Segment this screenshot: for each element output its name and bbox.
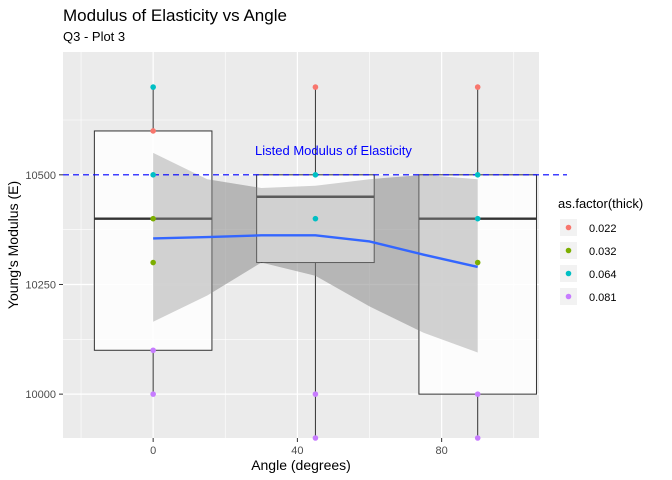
data-point [150,259,156,266]
y-axis-label: Young's Modulus (E) [5,181,21,309]
data-point [474,391,481,397]
x-tick-label: 0 [150,445,156,457]
smooth-line [153,234,478,269]
legend-key-point [565,293,572,300]
data-point [312,84,319,90]
legend-title: as.factor(thick) [558,196,643,211]
data-point [312,435,319,441]
data-point [150,84,156,90]
legend-key-point [565,224,572,231]
y-tick-label: 10500 [25,170,56,182]
data-point [312,172,319,178]
boxplot-0 [93,87,213,395]
box-body [418,174,537,395]
data-point [150,172,156,178]
legend-label: 0.032 [589,246,617,258]
data-point [150,347,156,354]
legend-key-point [565,270,572,277]
legend-label: 0.064 [589,269,617,281]
confidence-ribbon-overlay [153,152,478,353]
legend-label: 0.022 [589,223,617,235]
data-point [150,391,156,397]
data-point [150,215,156,222]
data-point [312,391,319,397]
legend-label: 0.081 [589,292,617,304]
box-body [93,130,213,351]
reference-line-label: Listed Modulus of Elasticity [255,143,412,158]
data-point [474,435,481,441]
data-point [312,215,319,222]
legend: as.factor(thick) 0.022 0.032 0.064 0.081 [558,196,643,305]
data-point [474,215,481,222]
data-point [474,84,481,90]
chart-title: Modulus of Elasticity vs Angle [63,6,287,25]
y-tick-label: 10250 [25,279,56,291]
legend-key-point [565,247,572,254]
x-tick-label: 40 [291,445,303,457]
boxplot-90 [418,87,537,438]
data-point [474,172,481,178]
chart-subtitle: Q3 - Plot 3 [63,29,126,44]
y-tick-label: 10000 [25,389,56,401]
data-point [150,128,156,134]
data-point [474,259,481,266]
x-tick-label: 80 [436,445,448,457]
x-axis-label: Angle (degrees) [251,457,351,473]
